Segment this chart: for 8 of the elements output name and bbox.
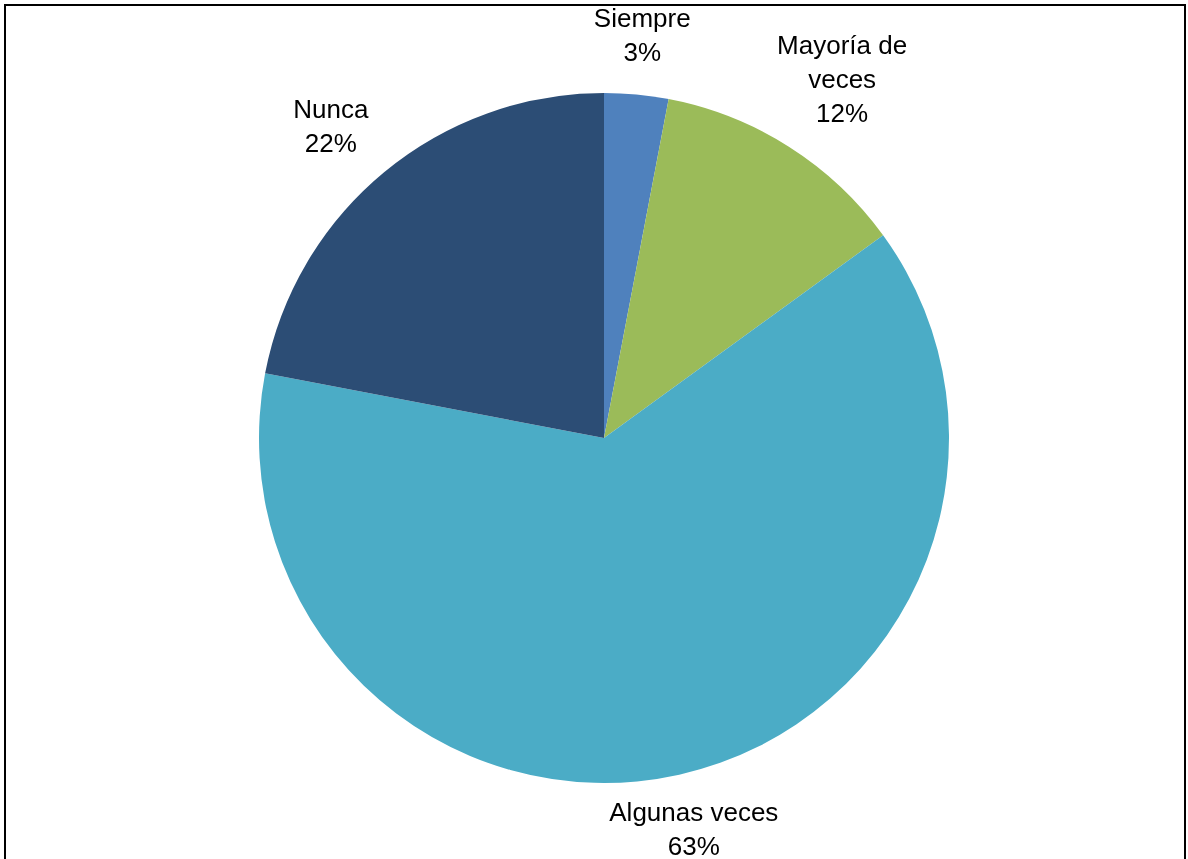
data-label: 3% [623,36,662,67]
data-label: 63% [667,831,720,859]
slice-label: Nunca [293,93,369,124]
slice-label: Mayoría de veces [777,30,908,95]
data-label: 22% [304,127,357,158]
slice-label: Siempre [593,2,691,33]
slice-label: Algunas veces [609,797,779,828]
data-label: 12% [816,98,869,129]
